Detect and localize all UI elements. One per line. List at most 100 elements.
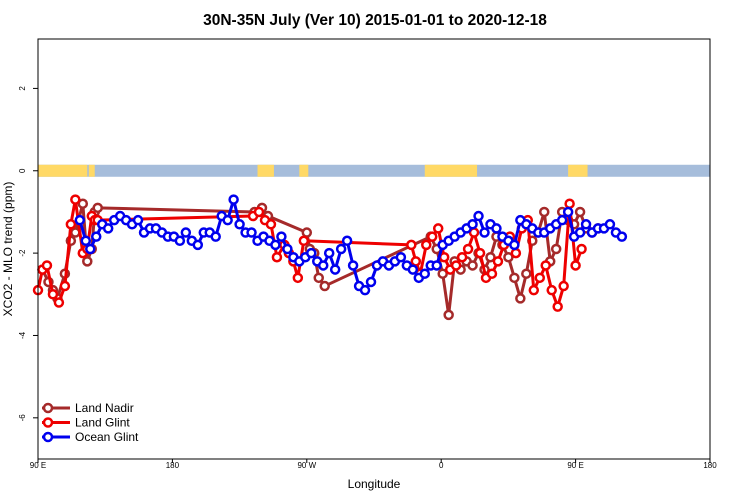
land-band — [424, 164, 478, 177]
y-tick-label: -4 — [18, 331, 27, 339]
data-point — [437, 268, 448, 279]
data-point — [90, 231, 102, 242]
chart-title: 30N-35N July (Ver 10) 2015-01-01 to 2020… — [203, 12, 547, 29]
data-point — [102, 223, 114, 234]
legend-label: Ocean Glint — [75, 430, 139, 444]
data-point — [576, 243, 587, 255]
data-point — [491, 223, 502, 234]
land-ocean-mask — [38, 164, 710, 177]
data-point — [540, 260, 551, 271]
data-point — [82, 256, 93, 267]
data-point — [222, 214, 233, 226]
data-point — [558, 280, 569, 292]
data-point — [450, 260, 462, 271]
data-point — [538, 206, 550, 218]
data-point — [406, 239, 417, 251]
data-point — [574, 227, 586, 238]
data-point — [419, 268, 431, 279]
data-point — [410, 256, 422, 267]
legend-label: Land Glint — [75, 416, 130, 430]
x-axis-label: Longitude — [348, 477, 401, 491]
data-point — [467, 219, 478, 230]
data-point — [474, 247, 486, 259]
data-point — [292, 272, 304, 284]
data-point — [443, 309, 454, 321]
y-axis-label: XCO2 - MLO trend (ppm) — [1, 182, 15, 317]
y-tick-label: 0 — [18, 168, 27, 173]
x-tick-label: 90 W — [297, 461, 316, 470]
data-point — [521, 268, 532, 279]
y-axis: 2 0 -2 -4 -6 — [18, 86, 38, 422]
data-point — [556, 214, 568, 226]
data-point — [234, 219, 245, 230]
data-point — [271, 251, 283, 263]
data-point — [421, 239, 432, 251]
data-point — [80, 235, 92, 247]
data-point — [492, 256, 504, 267]
data-point — [59, 280, 71, 292]
data-point — [359, 284, 371, 296]
data-point — [270, 239, 281, 251]
series-ocean-glint — [74, 194, 628, 296]
data-point — [132, 214, 144, 226]
x-tick-label: 180 — [703, 461, 717, 470]
data-point — [574, 206, 586, 218]
data-point — [180, 227, 192, 238]
y-tick-label: -2 — [18, 249, 27, 257]
data-point — [432, 223, 444, 234]
data-point — [347, 260, 359, 271]
data-point — [276, 231, 287, 242]
data-point — [53, 297, 65, 308]
data-point — [546, 284, 557, 296]
data-point — [564, 198, 575, 209]
y-tick-label: -6 — [18, 414, 27, 422]
data-point — [510, 247, 522, 259]
data-point — [552, 301, 563, 312]
data-point — [313, 272, 324, 284]
legend-marker — [42, 431, 54, 443]
series-layer — [32, 194, 628, 321]
data-point — [335, 243, 347, 255]
data-point — [503, 251, 514, 263]
data-point — [329, 264, 341, 275]
legend-marker — [42, 402, 54, 414]
x-tick-label: 90 E — [30, 461, 46, 470]
data-point — [479, 227, 490, 238]
land-band — [299, 164, 309, 177]
data-point — [85, 243, 96, 255]
data-point — [192, 239, 204, 251]
data-point — [365, 276, 377, 288]
x-tick-label: 180 — [166, 461, 180, 470]
legend-marker — [42, 417, 54, 428]
data-point — [317, 260, 329, 271]
data-point — [462, 243, 474, 255]
data-point — [616, 231, 628, 242]
x-tick-label: 90 E — [567, 461, 583, 470]
data-point — [570, 260, 581, 271]
data-point — [426, 231, 438, 242]
data-point — [74, 214, 86, 226]
plot-frame — [37, 38, 711, 460]
data-point — [210, 231, 221, 242]
data-point — [509, 272, 520, 284]
data-point — [92, 202, 103, 214]
data-point — [298, 235, 310, 247]
data-point — [341, 235, 353, 247]
data-point — [456, 251, 468, 263]
land-band — [257, 164, 274, 177]
legend-label: Land Nadir — [75, 401, 134, 415]
land-band — [88, 164, 95, 177]
data-point — [431, 260, 442, 271]
data-point — [486, 268, 498, 279]
data-point — [228, 194, 239, 205]
data-point — [580, 219, 592, 230]
data-point — [301, 227, 313, 238]
data-point — [174, 235, 186, 247]
data-point — [407, 264, 419, 275]
data-point — [515, 293, 526, 304]
data-point — [485, 251, 496, 263]
data-point — [246, 227, 257, 238]
data-point — [47, 289, 59, 300]
